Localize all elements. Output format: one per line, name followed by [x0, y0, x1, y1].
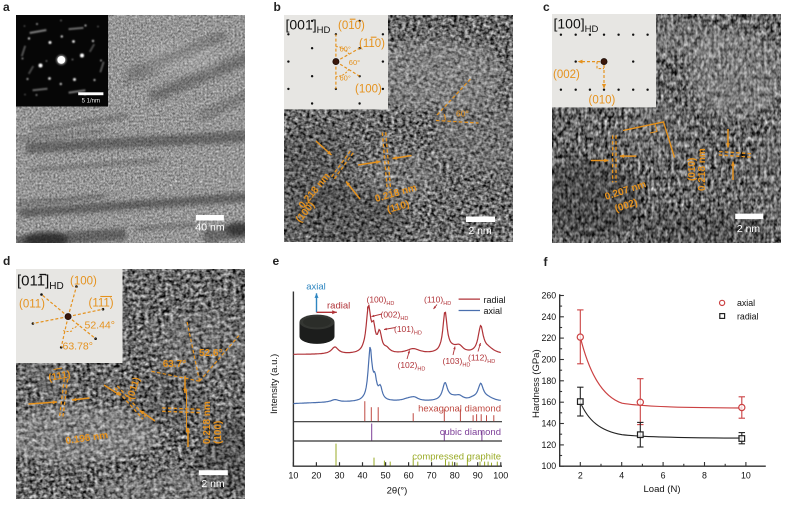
svg-text:200: 200	[542, 355, 557, 365]
svg-text:cubic diamond: cubic diamond	[440, 427, 501, 438]
svg-text:40: 40	[357, 471, 367, 481]
svg-text:(101)HD: (101)HD	[394, 324, 422, 337]
svg-text:63.78°: 63.78°	[62, 341, 92, 353]
svg-text:2 nm: 2 nm	[469, 225, 493, 237]
svg-text:260: 260	[542, 291, 557, 301]
svg-text:4: 4	[619, 471, 624, 481]
svg-text:60°: 60°	[456, 108, 469, 118]
svg-text:(111): (111)	[47, 369, 71, 384]
svg-text:0.218 nm: 0.218 nm	[697, 148, 708, 191]
svg-text:(010): (010)	[687, 157, 698, 180]
svg-text:180: 180	[542, 376, 557, 386]
svg-text:radial: radial	[737, 311, 759, 321]
svg-text:(100): (100)	[213, 421, 224, 444]
svg-text:(100): (100)	[70, 275, 97, 287]
svg-text:10: 10	[288, 471, 298, 481]
svg-text:Hardness (GPa): Hardness (GPa)	[531, 349, 542, 418]
svg-text:160: 160	[542, 397, 557, 407]
svg-text:(010): (010)	[338, 20, 365, 32]
svg-text:(103)HD: (103)HD	[443, 356, 471, 369]
svg-text:(112)HD: (112)HD	[468, 353, 495, 366]
svg-text:Load (N): Load (N)	[644, 484, 681, 495]
svg-text:52.44°: 52.44°	[84, 320, 114, 332]
svg-text:(002)HD: (002)HD	[381, 310, 409, 323]
svg-text:240: 240	[542, 312, 557, 322]
svg-text:axial: axial	[737, 298, 755, 308]
svg-text:90: 90	[473, 471, 483, 481]
svg-text:60°: 60°	[340, 44, 351, 53]
svg-text:60°: 60°	[340, 73, 351, 82]
svg-text:30: 30	[334, 471, 344, 481]
svg-text:40 nm: 40 nm	[195, 221, 224, 233]
svg-text:(110)HD: (110)HD	[424, 295, 451, 308]
svg-text:6: 6	[661, 471, 666, 481]
svg-text:Intensity (a.u.): Intensity (a.u.)	[269, 354, 280, 414]
svg-text:hexagonal diamond: hexagonal diamond	[418, 404, 501, 415]
svg-text:20: 20	[311, 471, 321, 481]
svg-text:0.218 nm: 0.218 nm	[202, 401, 213, 444]
svg-text:52.6°: 52.6°	[199, 348, 222, 359]
svg-text:220: 220	[542, 333, 557, 343]
svg-text:8: 8	[702, 471, 707, 481]
svg-text:radial: radial	[484, 295, 506, 305]
svg-text:axial: axial	[484, 306, 503, 316]
svg-text:2θ(°): 2θ(°)	[387, 486, 408, 497]
svg-text:2 nm: 2 nm	[737, 223, 761, 235]
svg-text:100: 100	[542, 461, 557, 471]
svg-text:63.7°: 63.7°	[162, 359, 185, 370]
svg-text:140: 140	[542, 419, 557, 429]
svg-text:axial: axial	[306, 282, 326, 293]
svg-text:radial: radial	[327, 301, 350, 312]
svg-text:(011): (011)	[19, 299, 45, 311]
svg-text:120: 120	[542, 440, 557, 450]
svg-text:50: 50	[381, 471, 391, 481]
svg-text:(111): (111)	[88, 298, 113, 310]
svg-text:5 1/nm: 5 1/nm	[81, 98, 99, 104]
svg-text:(100)HD: (100)HD	[367, 295, 395, 308]
svg-text:100: 100	[493, 471, 508, 481]
svg-text:(002): (002)	[553, 69, 580, 81]
svg-text:compressed graphite: compressed graphite	[412, 452, 501, 463]
svg-text:10: 10	[741, 471, 751, 481]
svg-text:80: 80	[450, 471, 460, 481]
svg-text:(010): (010)	[589, 94, 616, 106]
svg-text:70: 70	[427, 471, 437, 481]
svg-text:(100): (100)	[355, 83, 382, 95]
svg-text:2 nm: 2 nm	[201, 478, 225, 490]
svg-text:60°: 60°	[349, 58, 360, 67]
svg-text:60: 60	[404, 471, 414, 481]
svg-text:(102)HD: (102)HD	[398, 360, 426, 373]
svg-text:2: 2	[578, 471, 583, 481]
svg-text:(110): (110)	[359, 38, 385, 50]
